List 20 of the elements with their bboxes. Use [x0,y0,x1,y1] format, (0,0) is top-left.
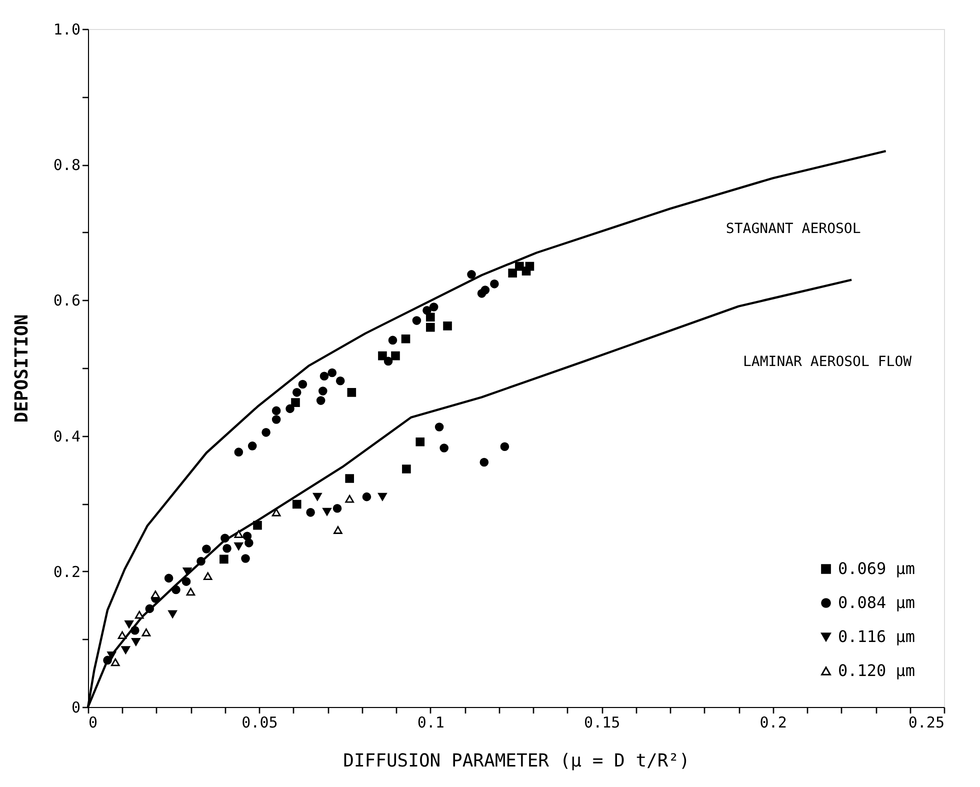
x-axis-title: DIFFUSION PARAMETER (µ = D t/R²) [343,750,690,772]
annotation: STAGNANT AEROSOL [726,221,861,238]
y-tick-label: 0.4 [53,427,80,446]
legend-label: 0.116 µm [838,627,916,646]
legend-label: 0.084 µm [838,593,916,612]
x-tick-label: 0 [88,714,98,732]
x-tick-label: 0.2 [760,714,787,732]
legend-label: 0.120 µm [838,661,916,680]
y-tick-label: 0 [71,698,80,716]
annotation: LAMINAR AEROSOL FLOW [742,354,912,370]
y-axis-title: DEPOSITION [11,314,32,423]
x-tick-label: 0.1 [417,714,444,732]
y-tick-label: 0.6 [53,292,80,310]
y-tick-label: 0.2 [53,562,80,581]
legend-label: 0.069 µm [838,559,916,578]
y-tick-label: 1.0 [53,20,80,38]
x-tick-label: 0.15 [584,714,620,732]
x-tick-label: 0.05 [242,714,278,732]
x-tick-label: 0.25 [908,714,944,732]
y-tick-label: 0.8 [53,156,80,174]
